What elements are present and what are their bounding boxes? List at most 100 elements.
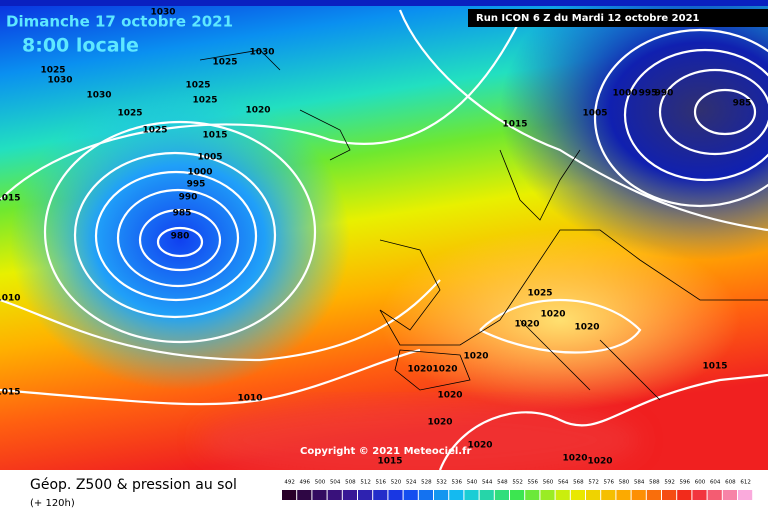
legend-swatch (510, 490, 525, 500)
isobar-label: 1020 (574, 323, 599, 333)
isobar-label: 985 (733, 99, 752, 109)
isobar-label: 1010 (0, 294, 21, 304)
legend-label: 544 (482, 480, 493, 486)
legend-label: 528 (421, 480, 432, 486)
legend-swatch (540, 490, 555, 500)
isobar-label: 1020 (463, 352, 488, 362)
isobars (0, 9, 768, 471)
legend-swatch (494, 490, 509, 500)
coastlines (199, 49, 768, 401)
legend-swatch (449, 490, 464, 500)
legend-label: 496 (300, 480, 311, 486)
legend-label: 532 (436, 480, 447, 486)
isobar-label: 1025 (185, 81, 210, 91)
legend-label: 492 (284, 480, 295, 486)
isobar-label: 1020 (587, 457, 612, 467)
legend-swatch (555, 490, 570, 500)
product-title: Géop. Z500 & pression au sol (30, 477, 237, 493)
legend-label: 588 (649, 480, 660, 486)
isobar-label: 1025 (40, 66, 65, 76)
legend-label: 608 (725, 480, 736, 486)
legend-swatch (297, 490, 312, 500)
isobar-label: 1020 (514, 320, 539, 330)
legend-swatch (586, 490, 601, 500)
isobar-label: 1030 (249, 48, 274, 58)
legend-swatch (312, 490, 327, 500)
isobar-label: 1015 (0, 194, 21, 204)
legend-swatch (434, 490, 449, 500)
legend-label: 512 (360, 480, 371, 486)
legend-swatch (418, 490, 433, 500)
legend-label: 524 (406, 480, 417, 486)
legend-label: 576 (604, 480, 615, 486)
legend-label: 520 (391, 480, 402, 486)
legend-swatch (570, 490, 585, 500)
legend-swatch (646, 490, 661, 500)
legend-swatch (662, 490, 677, 500)
legend-label: 564 (558, 480, 569, 486)
run: Run ICON 6 Z du Mardi 12 octobre 2021 (476, 13, 700, 24)
legend-swatch (722, 490, 737, 500)
isobar-label: 1015 (0, 388, 21, 398)
isobar-label: 1020 (245, 106, 270, 116)
isobar-label: 985 (173, 209, 192, 219)
legend-swatch (342, 490, 357, 500)
legend-label: 536 (452, 480, 463, 486)
isobar-label: 1020 (427, 418, 452, 428)
legend-label: 596 (680, 480, 691, 486)
isobar-label: 1020 (562, 454, 587, 464)
isobar-label: 980 (171, 232, 190, 242)
legend-swatch (282, 490, 297, 500)
isobar-label: 1025 (212, 58, 237, 68)
isobar-label: 1030 (47, 76, 72, 86)
legend-swatch (403, 490, 418, 500)
isobar-label: 1025 (192, 96, 217, 106)
legend-label: 568 (573, 480, 584, 486)
legend-label: 504 (330, 480, 341, 486)
isobar-label: 1025 (527, 289, 552, 299)
legend-swatch (677, 490, 692, 500)
isobar-label: 1000 (187, 168, 212, 178)
legend-label: 592 (664, 480, 675, 486)
legend-swatch (692, 490, 707, 500)
legend-label: 600 (695, 480, 706, 486)
isobar-label: 1005 (197, 153, 222, 163)
isobar-label: 1010 (237, 394, 262, 404)
isobar-label: 1015 (377, 457, 402, 467)
legend-swatch (358, 490, 373, 500)
legend-label: 516 (376, 480, 387, 486)
isobar-label: 1015 (702, 362, 727, 372)
legend-label: 584 (634, 480, 645, 486)
legend-swatch (525, 490, 540, 500)
legend-label: 580 (619, 480, 630, 486)
lead-time: (+ 120h) (30, 498, 75, 509)
legend-swatch (373, 490, 388, 500)
isobar-label: 990 (655, 89, 674, 99)
time: 8:00 locale (22, 35, 139, 57)
legend-label: 572 (588, 480, 599, 486)
legend-swatch (631, 490, 646, 500)
copyright: Copyright © 2021 Meteociel.fr (300, 446, 471, 457)
legend-swatch (707, 490, 722, 500)
isobar-label: 1025 (142, 126, 167, 136)
isobar-label: 1005 (582, 109, 607, 119)
legend-label: 560 (543, 480, 554, 486)
legend-swatch (388, 490, 403, 500)
field (0, 0, 768, 480)
legend-label: 604 (710, 480, 721, 486)
isobar-label: 1020 (407, 365, 432, 375)
isobar-label: 1020 (467, 441, 492, 451)
isobar-label: 1020 (432, 365, 457, 375)
date: Dimanche 17 octobre 2021 (6, 13, 233, 31)
legend-swatch (327, 490, 342, 500)
isobar-label: 1030 (150, 8, 175, 18)
legend-label: 612 (740, 480, 751, 486)
isobar-label: 1000 (612, 89, 637, 99)
legend-swatch (616, 490, 631, 500)
isobar-label: 990 (179, 193, 198, 203)
isobar-label: 1020 (540, 310, 565, 320)
isobar-label: 995 (187, 180, 206, 190)
legend-label: 556 (528, 480, 539, 486)
legend-label: 540 (467, 480, 478, 486)
